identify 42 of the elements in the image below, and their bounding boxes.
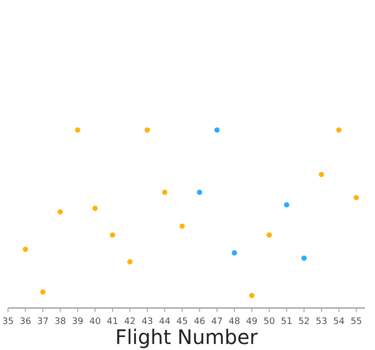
- x-tick-label: 55: [350, 317, 362, 327]
- x-tick-label: 46: [194, 317, 206, 327]
- x-axis-title: Flight Number: [115, 325, 259, 349]
- point: [127, 259, 133, 264]
- point: [354, 195, 359, 200]
- x-tick-label: 37: [37, 317, 49, 327]
- x-tick-label: 54: [333, 317, 345, 327]
- point: [92, 206, 98, 211]
- point: [266, 232, 272, 238]
- point: [58, 209, 63, 215]
- x-tick-label: 44: [159, 317, 171, 327]
- point: [22, 246, 28, 252]
- x-tick-label: 38: [54, 317, 66, 327]
- x-tick-label: 51: [280, 317, 292, 327]
- x-tick-label: 50: [263, 317, 276, 327]
- x-tick-label: 41: [106, 317, 118, 327]
- point: [162, 190, 168, 195]
- point: [40, 289, 46, 295]
- x-tick-label: 43: [142, 317, 154, 327]
- x-tick-label: 42: [124, 317, 136, 327]
- point: [180, 223, 185, 229]
- point: [336, 127, 342, 133]
- point: [318, 172, 324, 178]
- point: [75, 127, 80, 133]
- x-tick-label: 36: [20, 317, 32, 327]
- x-tick-label: 53: [316, 317, 328, 327]
- point: [214, 127, 220, 133]
- point: [110, 232, 116, 238]
- x-tick-label: 52: [298, 317, 310, 327]
- x-tick-label: 48: [228, 317, 240, 327]
- point: [301, 256, 307, 261]
- x-tick-label: 47: [211, 317, 223, 327]
- x-tick-label: 40: [89, 317, 102, 327]
- x-tick-label: 45: [176, 317, 188, 327]
- point: [232, 250, 238, 256]
- point: [196, 190, 202, 195]
- point: [284, 202, 290, 208]
- point: [249, 292, 254, 298]
- x-tick-label: 35: [2, 317, 14, 327]
- x-tick-label: 49: [246, 317, 258, 327]
- x-tick-label: 39: [72, 317, 84, 327]
- point: [144, 127, 150, 133]
